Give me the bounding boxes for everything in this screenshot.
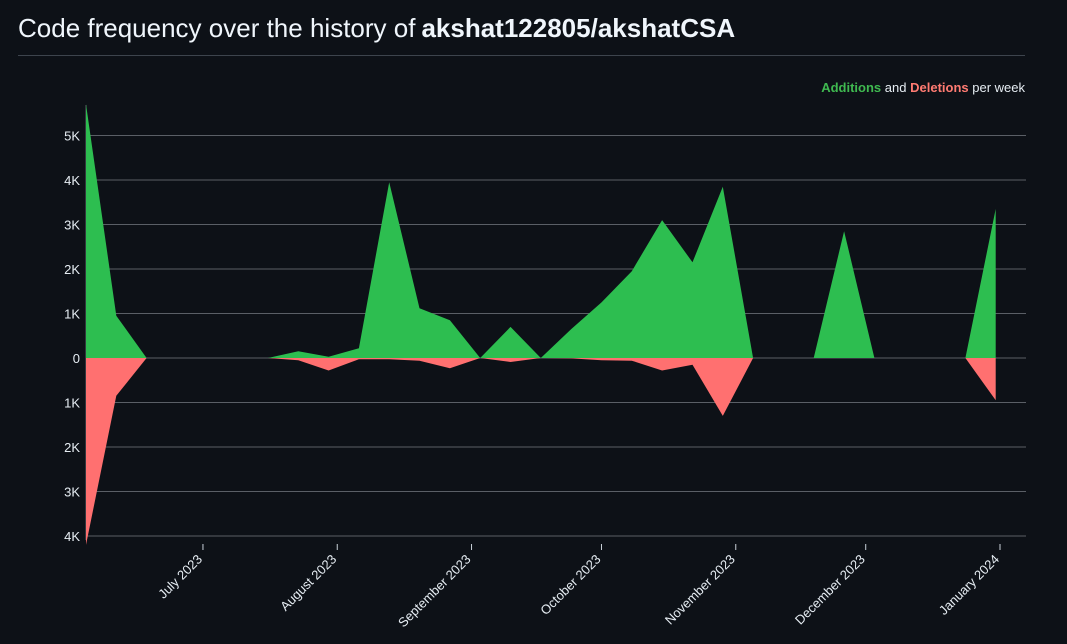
additions-area-0 bbox=[86, 104, 996, 358]
y-tick-label-4: 1K bbox=[64, 307, 80, 322]
y-tick-label-6: 1K bbox=[64, 396, 80, 411]
y-tick-label-3: 2K bbox=[64, 262, 80, 277]
x-tick-label-4: November 2023 bbox=[662, 552, 738, 628]
y-tick-label-2: 3K bbox=[64, 218, 80, 233]
x-tick-label-5: December 2023 bbox=[792, 552, 868, 628]
y-tick-label-1: 4K bbox=[64, 173, 80, 188]
y-tick-label-8: 3K bbox=[64, 485, 80, 500]
deletions-area-0 bbox=[86, 358, 996, 545]
y-tick-label-0: 5K bbox=[64, 129, 80, 144]
x-tick-label-3: October 2023 bbox=[537, 552, 603, 618]
x-tick-label-0: July 2023 bbox=[155, 552, 205, 602]
y-tick-label-5: 0 bbox=[73, 351, 80, 366]
x-tick-label-6: January 2024 bbox=[936, 552, 1002, 618]
x-tick-label-1: August 2023 bbox=[277, 552, 339, 614]
x-tick-label-2: September 2023 bbox=[395, 552, 474, 631]
y-tick-label-7: 2K bbox=[64, 440, 80, 455]
y-tick-label-9: 4K bbox=[64, 529, 80, 544]
